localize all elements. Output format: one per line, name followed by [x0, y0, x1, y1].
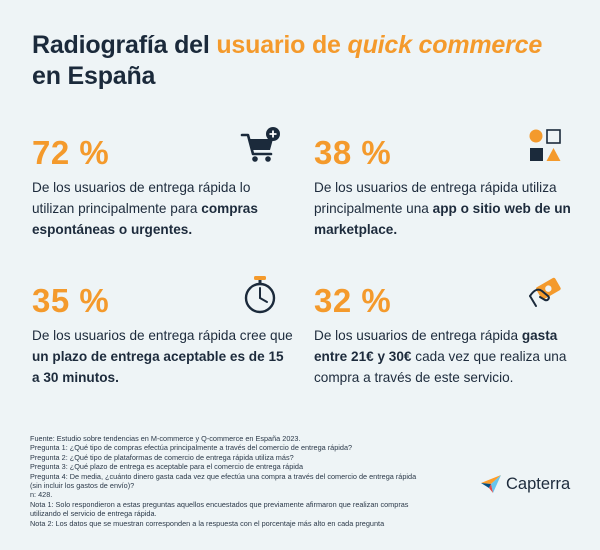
page-title: Radiografía del usuario de quick commerc…	[32, 30, 592, 92]
stat-card-1: 72 % De los usuarios de entrega rápida l…	[32, 135, 292, 240]
footer-line: Fuente: Estudio sobre tendencias en M-co…	[30, 434, 301, 443]
title-part1: Radiografía del	[32, 31, 217, 59]
footer-line: Pregunta 1: ¿Qué tipo de compras efectúa…	[30, 443, 353, 453]
footer-line: utilizando el servicio de entrega rápida…	[30, 509, 157, 519]
stat-card-2: 38 % De los usuarios de entrega rápida u…	[314, 135, 584, 240]
shopping-cart-plus-icon	[238, 126, 282, 171]
shapes-icon	[528, 128, 564, 169]
stat-text: De los usuarios de entrega rápida utiliz…	[314, 180, 557, 216]
footer-line: Pregunta 2: ¿Qué tipo de plataformas de …	[30, 452, 294, 462]
footer-line: Pregunta 3: ¿Qué plazo de entrega es ace…	[30, 462, 303, 472]
stat-description: De los usuarios de entrega rápida cree q…	[32, 325, 294, 388]
footer-line: Nota 2: Los datos que se muestran corres…	[30, 518, 385, 528]
stat-value: 35 %	[32, 282, 110, 319]
stat-bold-text: gasta entre 21€ y 30€	[314, 328, 558, 364]
stat-description: De los usuarios de entrega rápida utiliz…	[314, 177, 584, 240]
capterra-arrow-icon	[481, 475, 501, 493]
stopwatch-icon	[242, 274, 278, 321]
stat-text: De los usuarios de entrega rápida lo uti…	[32, 180, 251, 216]
stat-description: De los usuarios de entrega rápida lo uti…	[32, 177, 292, 240]
stat-value: 72 %	[32, 134, 110, 171]
source-notes: Fuente: Estudio sobre tendencias en M-co…	[30, 434, 470, 528]
logo-text: Capterra	[506, 474, 571, 493]
footer-line: Nota 1: Solo respondieron a estas pregun…	[30, 499, 409, 509]
stat-text: De los usuarios de entrega rápida	[314, 328, 522, 343]
title-part2: usuario de	[216, 31, 348, 59]
stat-text-tail: cada vez que realiza una compra a través…	[314, 349, 567, 385]
hand-money-icon	[526, 274, 566, 315]
stat-value: 38 %	[314, 134, 392, 171]
title-part4: en España	[32, 62, 156, 90]
stat-bold-text: un plazo de entrega aceptable es de 15 a…	[32, 349, 284, 385]
stat-value: 32 %	[314, 282, 392, 319]
stat-text: De los usuarios de entrega rápida cree q…	[32, 328, 293, 343]
stat-bold-text: app o sitio web de un marketplace.	[314, 201, 571, 237]
title-part3: quick commerce	[347, 31, 543, 59]
stat-card-3: 35 % De los usuarios de entrega rápida c…	[32, 283, 294, 388]
footer-line: (sin incluir los gastos de envío)?	[30, 481, 135, 491]
capterra-logo: Capterra	[480, 474, 570, 494]
stat-bold-text: compras espontáneas o urgentes.	[32, 201, 258, 237]
footer-line: Pregunta 4: De media, ¿cuánto dinero gas…	[30, 471, 417, 481]
stat-card-4: 32 % De los usuarios de entrega rápida g…	[314, 283, 584, 388]
stat-description: De los usuarios de entrega rápida gasta …	[314, 325, 584, 388]
footer-line: n: 428.	[30, 490, 53, 500]
